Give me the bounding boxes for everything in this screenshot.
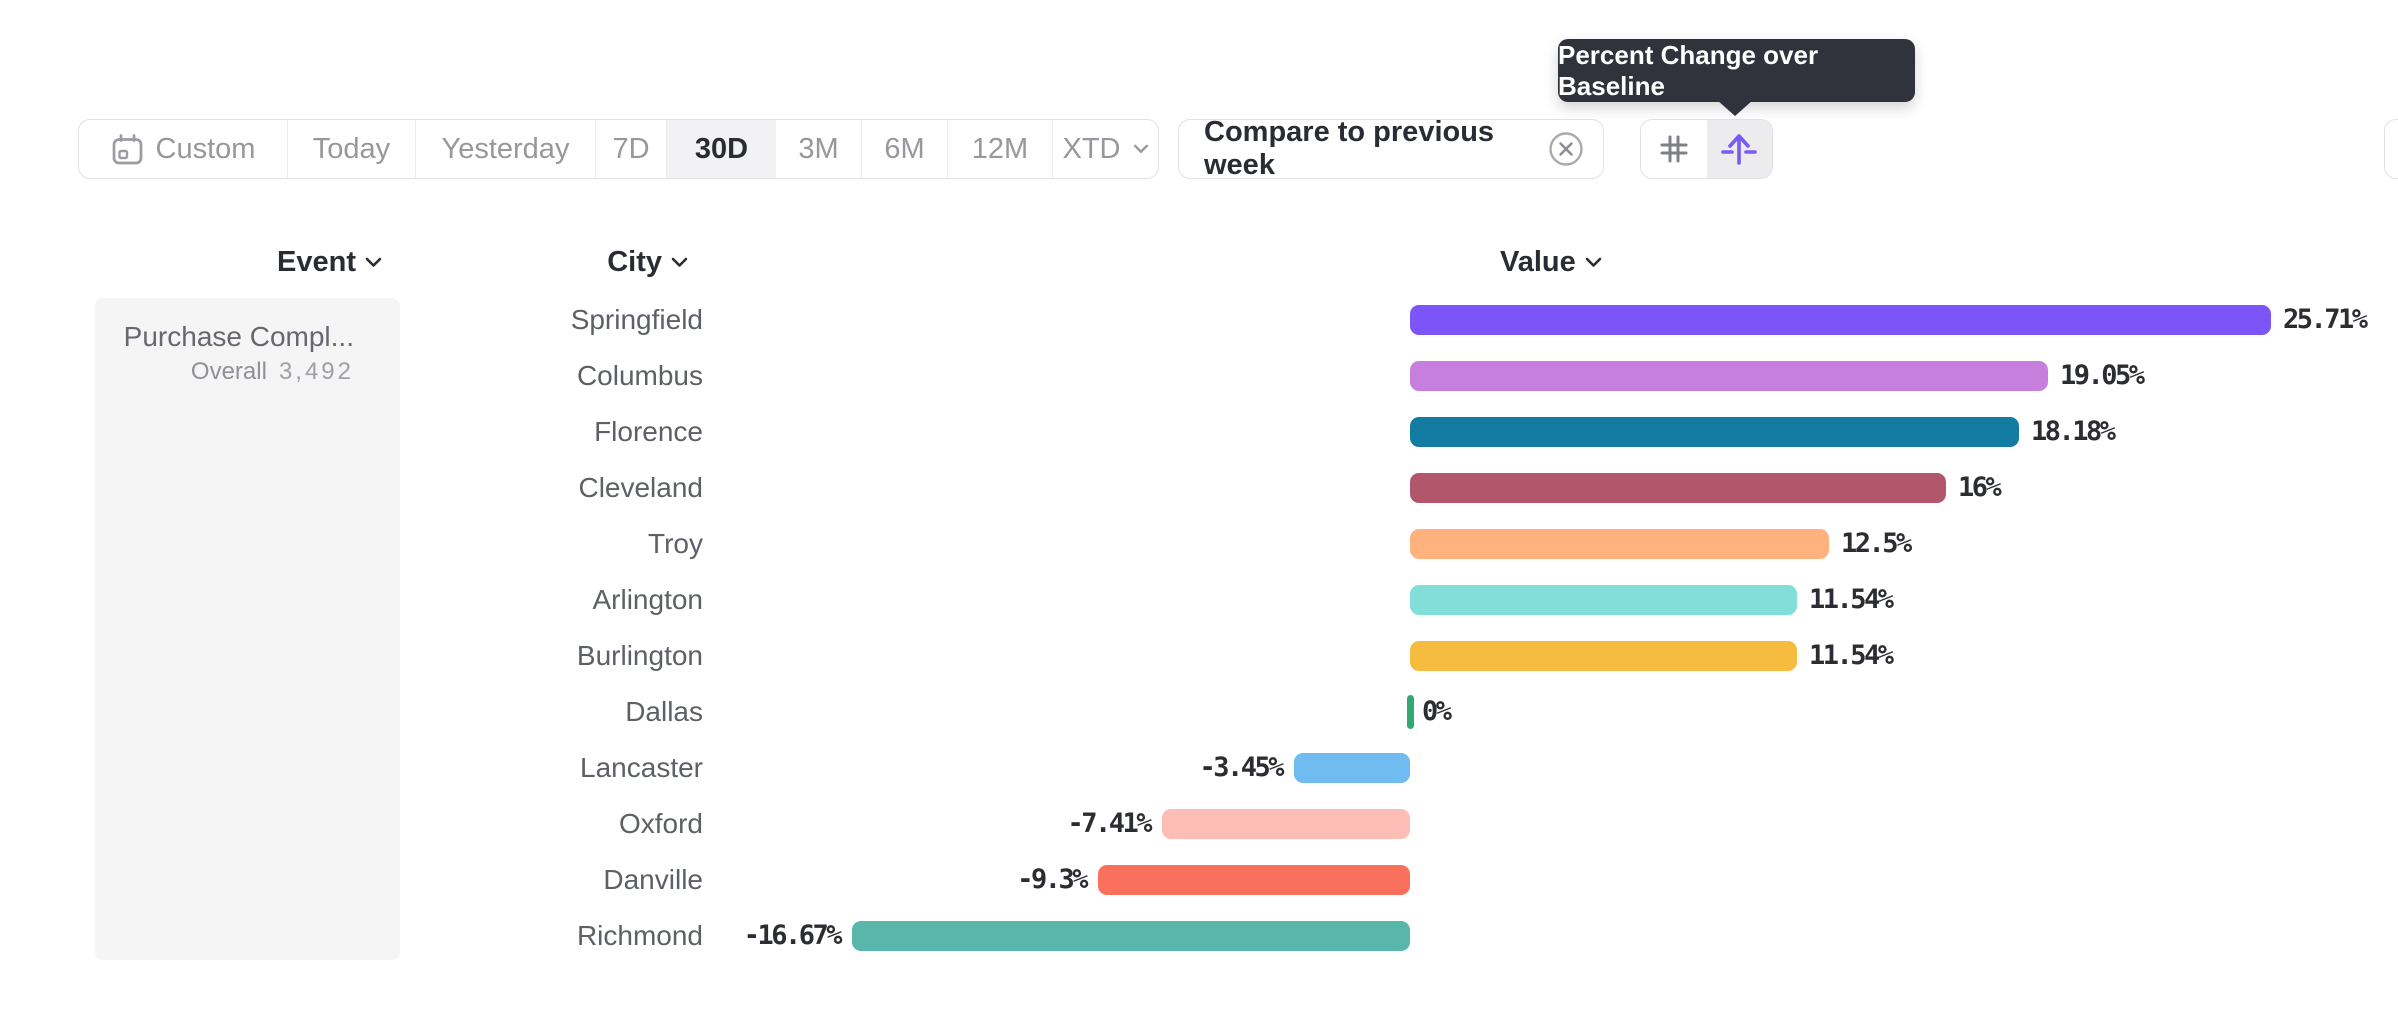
value-label: 11.54%: [1809, 640, 1894, 671]
event-overall: Overall 3,492: [95, 356, 354, 388]
bar-cleveland[interactable]: [1410, 473, 1946, 503]
chevron-down-icon: [671, 257, 688, 267]
value-label: -9.3%: [1017, 864, 1088, 895]
range-label: Custom: [155, 132, 256, 165]
city-label: Richmond: [576, 920, 703, 951]
bar-springfield[interactable]: [1410, 305, 2271, 335]
column-header-value-label: Value: [1500, 245, 1576, 278]
event-cell[interactable]: Purchase Compl... Overall 3,492: [95, 298, 400, 960]
value-label: 0%: [1422, 696, 1452, 727]
city-label: Columbus: [576, 360, 703, 391]
bar-richmond[interactable]: [852, 921, 1410, 951]
chevron-down-icon: [1585, 257, 1602, 267]
bar-arlington[interactable]: [1410, 585, 1797, 615]
calendar-icon: [112, 133, 142, 164]
hash-icon: [1660, 135, 1688, 163]
baseline-arrow-icon: [1721, 134, 1758, 165]
value-label: 11.54%: [1809, 584, 1894, 615]
city-label: Burlington: [576, 640, 703, 671]
compare-chip-label: Compare to previous week: [1204, 116, 1495, 181]
city-label: Danville: [603, 864, 703, 895]
range-label: 6M: [884, 132, 925, 165]
column-header-event[interactable]: Event: [277, 245, 382, 279]
bar-florence[interactable]: [1410, 417, 2019, 447]
bar-dallas[interactable]: [1407, 695, 1414, 729]
range-label: Yesterday: [441, 132, 570, 165]
event-overall-value: 3,492: [278, 358, 354, 385]
value-label: 18.18%: [2031, 416, 2116, 447]
bar-danville[interactable]: [1098, 865, 1410, 895]
value-label: -16.67%: [743, 920, 843, 951]
column-header-value[interactable]: Value: [1500, 245, 1602, 279]
event-title: Purchase Compl...: [123, 321, 354, 352]
partial-button-right-edge[interactable]: [2384, 119, 2398, 179]
bar-troy[interactable]: [1410, 529, 1829, 559]
tooltip-text: Percent Change over Baseline: [1558, 39, 1819, 101]
value-label: 25.71%: [2283, 304, 2368, 335]
range-today[interactable]: Today: [288, 120, 416, 178]
range-30d[interactable]: 30D: [667, 120, 776, 178]
city-label: Springfield: [570, 304, 703, 335]
range-label: 7D: [612, 132, 650, 165]
toggle-percent-change-baseline[interactable]: [1706, 120, 1772, 178]
range-xtd[interactable]: XTD: [1053, 120, 1158, 178]
bar-oxford[interactable]: [1162, 809, 1410, 839]
city-label: Cleveland: [578, 472, 703, 503]
value-label: -7.41%: [1067, 808, 1152, 839]
range-7d[interactable]: 7D: [596, 120, 667, 178]
city-label: Oxford: [618, 808, 703, 839]
column-header-city-label: City: [607, 245, 662, 278]
compare-chip[interactable]: Compare to previous week: [1178, 116, 1604, 181]
chevron-down-icon: [1133, 144, 1148, 153]
value-display-toggle: [1640, 119, 1773, 179]
date-range-selector: Custom Today Yesterday 7D 30D 3M 6M 12M XTD: [78, 119, 1159, 179]
range-label: 30D: [694, 132, 749, 165]
city-label: Dallas: [625, 696, 703, 727]
city-label: Arlington: [592, 584, 703, 615]
range-label: Today: [312, 132, 391, 165]
range-label: XTD: [1062, 132, 1121, 165]
city-label: Troy: [648, 528, 703, 559]
range-3m[interactable]: 3M: [776, 120, 862, 178]
bar-columbus[interactable]: [1410, 361, 2048, 391]
toggle-absolute-values[interactable]: [1641, 120, 1707, 178]
range-label: 12M: [971, 132, 1029, 165]
city-label: Lancaster: [580, 752, 703, 783]
tooltip-arrow: [1717, 100, 1753, 116]
value-label: 19.05%: [2060, 360, 2145, 391]
close-circle-icon[interactable]: [1549, 132, 1583, 166]
range-label: 3M: [798, 132, 839, 165]
event-overall-label: Overall: [190, 358, 267, 385]
bar-burlington[interactable]: [1410, 641, 1797, 671]
tooltip-percent-change: Percent Change over Baseline: [1558, 39, 1915, 116]
bar-lancaster[interactable]: [1294, 753, 1410, 783]
range-yesterday[interactable]: Yesterday: [416, 120, 596, 178]
chevron-down-icon: [365, 257, 382, 267]
value-label: 12.5%: [1841, 528, 1912, 559]
range-6m[interactable]: 6M: [862, 120, 948, 178]
range-custom[interactable]: Custom: [79, 120, 288, 178]
range-12m[interactable]: 12M: [948, 120, 1053, 178]
value-label: -3.45%: [1199, 752, 1284, 783]
column-header-event-label: Event: [277, 245, 356, 278]
city-label: Florence: [594, 416, 703, 447]
column-header-city[interactable]: City: [607, 245, 688, 279]
value-label: 16%: [1958, 472, 2002, 503]
